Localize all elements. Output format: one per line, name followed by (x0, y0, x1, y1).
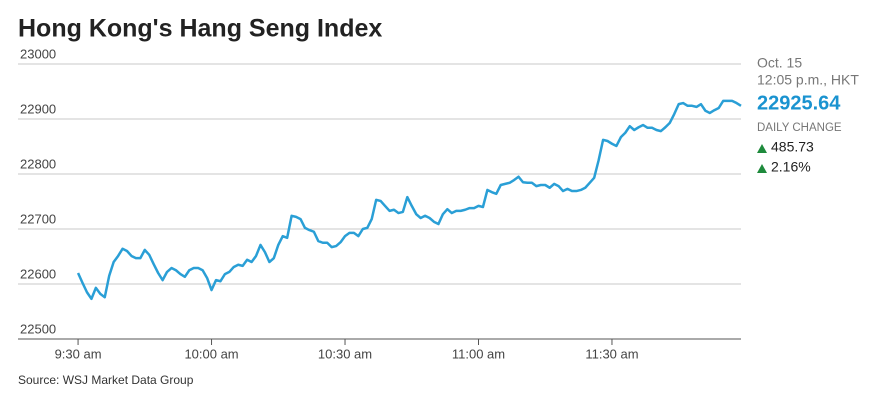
x-tick-label: 11:00 am (452, 346, 505, 361)
panel-change-pct: 2.16% (771, 159, 811, 175)
y-tick-label: 23000 (20, 46, 56, 61)
y-tick-label: 22900 (20, 101, 56, 116)
price-line (76, 99, 742, 301)
y-tick-label: 22600 (20, 266, 56, 281)
panel-change-label: DAILY CHANGE (757, 122, 842, 134)
x-tick-label: 10:00 am (184, 346, 238, 361)
panel-change: 485.73 (771, 139, 814, 155)
panel-last: 22925.64 (757, 92, 841, 114)
y-tick-label: 22500 (20, 321, 56, 336)
panel-time: 12:05 p.m., HKT (757, 72, 859, 88)
x-tick-label: 11:30 am (585, 346, 638, 361)
panel-date: Oct. 15 (757, 55, 802, 71)
x-tick-label: 9:30 am (55, 346, 102, 361)
x-tick-label: 10:30 am (318, 346, 372, 361)
up-arrow (757, 164, 767, 173)
up-arrow (757, 144, 767, 153)
y-tick-label: 22700 (20, 211, 56, 226)
source: Source: WSJ Market Data Group (18, 373, 194, 387)
y-tick-label: 22800 (20, 156, 56, 171)
chart-title: Hong Kong's Hang Seng Index (18, 15, 382, 43)
